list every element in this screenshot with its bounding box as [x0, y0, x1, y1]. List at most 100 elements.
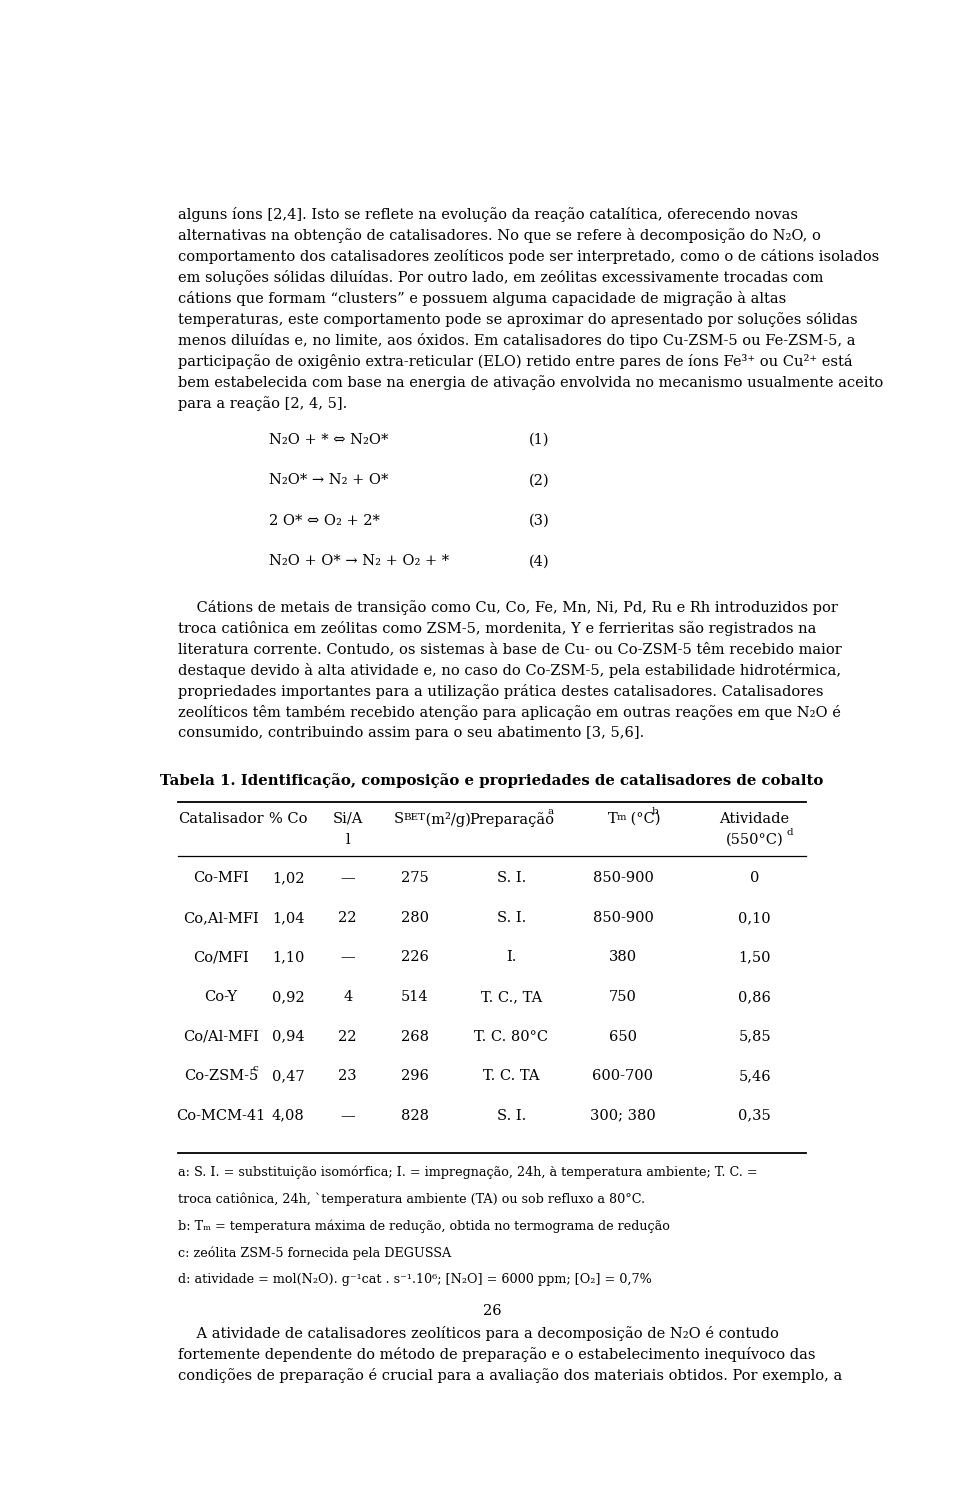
Text: 850-900: 850-900	[592, 871, 654, 885]
Text: menos diluídas e, no limite, aos óxidos. Em catalisadores do tipo Cu-ZSM-5 ou Fe: menos diluídas e, no limite, aos óxidos.…	[178, 333, 855, 348]
Text: Atividade: Atividade	[720, 813, 790, 826]
Text: 1,10: 1,10	[272, 951, 304, 964]
Text: 22: 22	[339, 910, 357, 925]
Text: 750: 750	[609, 990, 636, 1003]
Text: Tabela 1. Identificação, composição e propriedades de catalisadores de cobalto: Tabela 1. Identificação, composição e pr…	[160, 774, 824, 789]
Text: bem estabelecida com base na energia de ativação envolvida no mecanismo usualmen: bem estabelecida com base na energia de …	[178, 376, 883, 391]
Text: em soluções sólidas diluídas. Por outro lado, em zeólitas excessivamente trocada: em soluções sólidas diluídas. Por outro …	[178, 270, 824, 285]
Text: Co/MFI: Co/MFI	[193, 951, 249, 964]
Text: propriedades importantes para a utilização prática destes catalisadores. Catalis: propriedades importantes para a utilizaç…	[178, 683, 824, 698]
Text: 23: 23	[338, 1069, 357, 1083]
Text: b: b	[651, 808, 658, 817]
Text: S. I.: S. I.	[496, 1108, 526, 1122]
Text: 0,47: 0,47	[272, 1069, 304, 1083]
Text: 0,10: 0,10	[738, 910, 771, 925]
Text: 26: 26	[483, 1304, 501, 1319]
Text: c: zeólita ZSM-5 fornecida pela DEGUSSA: c: zeólita ZSM-5 fornecida pela DEGUSSA	[178, 1247, 451, 1260]
Text: 1,04: 1,04	[272, 910, 304, 925]
Text: fortemente dependente do método de preparação e o estabelecimento inequívoco das: fortemente dependente do método de prepa…	[178, 1347, 816, 1362]
Text: para a reação [2, 4, 5].: para a reação [2, 4, 5].	[178, 397, 348, 412]
Text: 380: 380	[609, 951, 637, 964]
Text: 2 O* ⇔ O₂ + 2*: 2 O* ⇔ O₂ + 2*	[269, 514, 379, 527]
Text: (3): (3)	[529, 514, 550, 527]
Text: destaque devido à alta atividade e, no caso do Co-ZSM-5, pela estabilidade hidro: destaque devido à alta atividade e, no c…	[178, 662, 841, 677]
Text: 5,85: 5,85	[738, 1029, 771, 1044]
Text: N₂O + * ⇔ N₂O*: N₂O + * ⇔ N₂O*	[269, 433, 388, 448]
Text: Co-MCM-41: Co-MCM-41	[177, 1108, 266, 1122]
Text: zeolíticos têm também recebido atenção para aplicação em outras reações em que N: zeolíticos têm também recebido atenção p…	[178, 704, 841, 719]
Text: 828: 828	[400, 1108, 428, 1122]
Text: a: S. I. = substituição isomórfica; I. = impregnação, 24h, à temperatura ambient: a: S. I. = substituição isomórfica; I. =…	[178, 1166, 757, 1179]
Text: 4: 4	[343, 990, 352, 1003]
Text: 0,35: 0,35	[738, 1108, 771, 1122]
Text: troca catiônica, 24h, `temperatura ambiente (TA) ou sob refluxo a 80°C.: troca catiônica, 24h, `temperatura ambie…	[178, 1193, 645, 1206]
Text: literatura corrente. Contudo, os sistemas à base de Cu- ou Co-ZSM-5 têm recebido: literatura corrente. Contudo, os sistema…	[178, 641, 842, 656]
Text: (1): (1)	[529, 433, 550, 448]
Text: N₂O* → N₂ + O*: N₂O* → N₂ + O*	[269, 473, 388, 487]
Text: (2): (2)	[529, 473, 550, 487]
Text: S. I.: S. I.	[496, 871, 526, 885]
Text: d: d	[786, 829, 793, 838]
Text: S. I.: S. I.	[496, 910, 526, 925]
Text: Catalisador: Catalisador	[179, 813, 264, 826]
Text: 4,08: 4,08	[272, 1108, 304, 1122]
Text: 296: 296	[400, 1069, 428, 1083]
Text: (m²/g): (m²/g)	[421, 813, 471, 828]
Text: Co/Al-MFI: Co/Al-MFI	[183, 1029, 259, 1044]
Text: —: —	[341, 871, 355, 885]
Text: consumido, contribuindo assim para o seu abatimento [3, 5,6].: consumido, contribuindo assim para o seu…	[178, 725, 644, 740]
Text: troca catiônica em zeólitas como ZSM-5, mordenita, Y e ferrieritas são registrad: troca catiônica em zeólitas como ZSM-5, …	[178, 620, 816, 635]
Text: T. C. TA: T. C. TA	[483, 1069, 540, 1083]
Text: T: T	[608, 813, 618, 826]
Text: d: atividade = mol(N₂O). g⁻¹cat . s⁻¹.10⁶; [N₂O] = 6000 ppm; [O₂] = 0,7%: d: atividade = mol(N₂O). g⁻¹cat . s⁻¹.10…	[178, 1274, 652, 1286]
Text: T. C. 80°C: T. C. 80°C	[474, 1029, 548, 1044]
Text: BET: BET	[403, 813, 425, 822]
Text: Co-ZSM-5: Co-ZSM-5	[184, 1069, 258, 1083]
Text: 0,94: 0,94	[272, 1029, 304, 1044]
Text: 0,86: 0,86	[738, 990, 771, 1003]
Text: N₂O + O* → N₂ + O₂ + *: N₂O + O* → N₂ + O₂ + *	[269, 554, 449, 568]
Text: (4): (4)	[529, 554, 550, 568]
Text: (550°C): (550°C)	[726, 834, 783, 847]
Text: 850-900: 850-900	[592, 910, 654, 925]
Text: 650: 650	[609, 1029, 636, 1044]
Text: Co-Y: Co-Y	[204, 990, 238, 1003]
Text: 280: 280	[400, 910, 428, 925]
Text: m: m	[617, 813, 626, 822]
Text: cátions que formam “clusters” e possuem alguma capacidade de migração à altas: cátions que formam “clusters” e possuem …	[178, 291, 786, 306]
Text: 275: 275	[400, 871, 428, 885]
Text: I.: I.	[506, 951, 516, 964]
Text: 300; 380: 300; 380	[590, 1108, 656, 1122]
Text: b: Tₘ = temperatura máxima de redução, obtida no termograma de redução: b: Tₘ = temperatura máxima de redução, o…	[178, 1220, 670, 1233]
Text: participação de oxigênio extra-reticular (ELO) retido entre pares de íons Fe³⁺ o: participação de oxigênio extra-reticular…	[178, 354, 852, 369]
Text: 5,46: 5,46	[738, 1069, 771, 1083]
Text: —: —	[341, 951, 355, 964]
Text: l: l	[346, 834, 350, 847]
Text: S: S	[394, 813, 404, 826]
Text: 226: 226	[400, 951, 428, 964]
Text: A atividade de catalisadores zeolíticos para a decomposição de N₂O é contudo: A atividade de catalisadores zeolíticos …	[178, 1326, 779, 1341]
Text: (°C): (°C)	[626, 813, 660, 826]
Text: 0,92: 0,92	[272, 990, 304, 1003]
Text: a: a	[547, 808, 553, 817]
Text: % Co: % Co	[269, 813, 307, 826]
Text: 268: 268	[400, 1029, 428, 1044]
Text: alternativas na obtenção de catalisadores. No que se refere à decomposição do N₂: alternativas na obtenção de catalisadore…	[178, 228, 821, 243]
Text: c: c	[252, 1065, 258, 1074]
Text: Preparação: Preparação	[468, 813, 554, 828]
Text: Co-MFI: Co-MFI	[193, 871, 249, 885]
Text: Co,Al-MFI: Co,Al-MFI	[183, 910, 259, 925]
Text: alguns íons [2,4]. Isto se reflete na evolução da reação catalítica, oferecendo : alguns íons [2,4]. Isto se reflete na ev…	[178, 207, 798, 222]
Text: —: —	[341, 1108, 355, 1122]
Text: temperaturas, este comportamento pode se aproximar do apresentado por soluções s: temperaturas, este comportamento pode se…	[178, 312, 857, 327]
Text: condições de preparação é crucial para a avaliação dos materiais obtidos. Por ex: condições de preparação é crucial para a…	[178, 1368, 842, 1383]
Text: 600-700: 600-700	[592, 1069, 654, 1083]
Text: Cátions de metais de transição como Cu, Co, Fe, Mn, Ni, Pd, Ru e Rh introduzidos: Cátions de metais de transição como Cu, …	[178, 599, 838, 614]
Text: 1,02: 1,02	[272, 871, 304, 885]
Text: 0: 0	[750, 871, 759, 885]
Text: comportamento dos catalisadores zeolíticos pode ser interpretado, como o de cáti: comportamento dos catalisadores zeolític…	[178, 249, 879, 264]
Text: 22: 22	[339, 1029, 357, 1044]
Text: 514: 514	[401, 990, 428, 1003]
Text: Si/A: Si/A	[332, 813, 363, 826]
Text: T. C., TA: T. C., TA	[481, 990, 542, 1003]
